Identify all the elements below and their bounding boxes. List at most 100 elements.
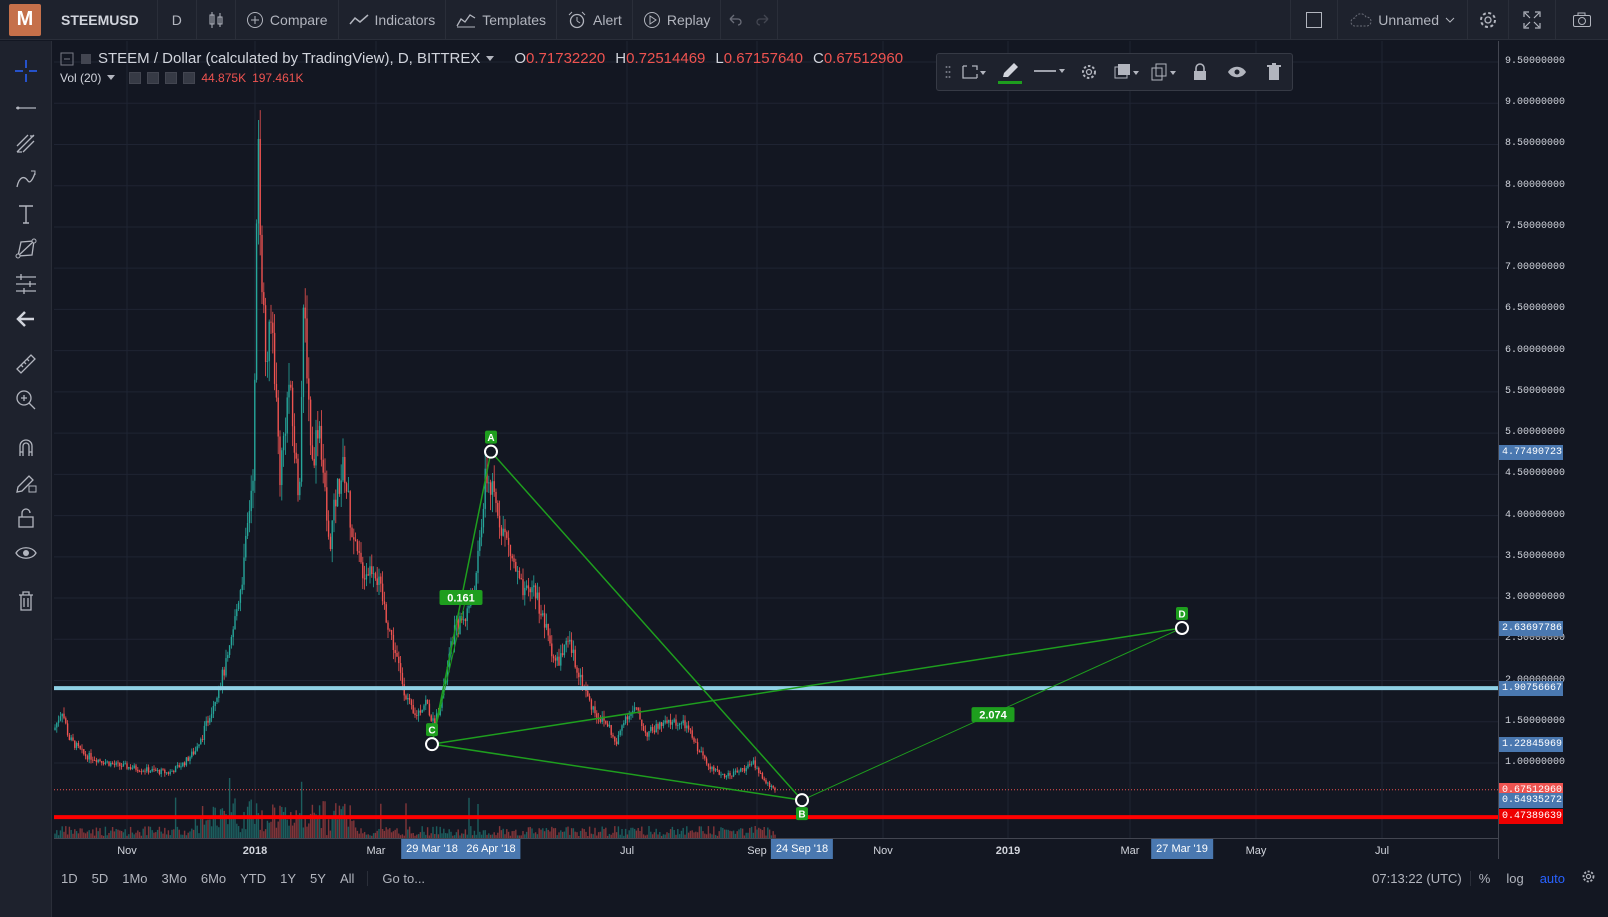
remove-drawings-tool[interactable] — [12, 587, 40, 615]
candle-body — [326, 487, 328, 521]
zoom-tool[interactable] — [12, 386, 40, 414]
chevron-down-icon[interactable] — [486, 55, 495, 62]
range-1y[interactable]: 1Y — [280, 870, 297, 886]
lock-drawings-tool[interactable] — [12, 469, 40, 497]
volume-bar — [597, 832, 600, 838]
snapshot-button[interactable] — [1556, 0, 1608, 40]
range-6mo[interactable]: 6Mo — [200, 870, 227, 886]
volume-bar — [281, 806, 283, 838]
hide-toolbar-tool[interactable] — [12, 305, 40, 333]
pattern-tool[interactable] — [12, 235, 40, 263]
candle-body — [65, 718, 67, 724]
candle-body — [236, 609, 238, 617]
range-3mo[interactable]: 3Mo — [161, 870, 187, 886]
delete-drawing-button[interactable] — [1255, 54, 1292, 90]
volume-bar — [308, 823, 310, 838]
line-color-button[interactable] — [991, 54, 1028, 90]
log-toggle[interactable]: log — [1506, 870, 1524, 886]
drawing-settings-button[interactable] — [1071, 54, 1108, 90]
candle-body — [648, 731, 650, 737]
drag-handle[interactable] — [941, 54, 955, 90]
volume-bar — [59, 830, 62, 838]
volume-bar — [570, 828, 573, 838]
axis-settings-button[interactable] — [1573, 869, 1608, 887]
legend-title[interactable]: STEEM / Dollar (calculated by TradingVie… — [98, 50, 481, 67]
volume-bar — [540, 829, 542, 838]
goto-button[interactable]: Go to... — [367, 870, 433, 886]
candle-body — [516, 570, 519, 572]
volume-bar — [651, 834, 654, 838]
candle-body — [745, 767, 747, 772]
brush-tool[interactable] — [12, 165, 40, 193]
volume-add-button[interactable] — [165, 72, 178, 84]
replay-button[interactable]: Replay — [633, 0, 722, 40]
compare-button[interactable]: Compare — [236, 0, 339, 40]
fib-tool[interactable] — [12, 130, 40, 158]
redo-button[interactable] — [749, 0, 779, 40]
volume-bar — [714, 834, 717, 838]
range-5d[interactable]: 5D — [91, 870, 109, 886]
range-ytd[interactable]: YTD — [240, 870, 267, 886]
lock-drawing-button[interactable] — [1181, 54, 1218, 90]
templates-button[interactable]: Templates — [446, 0, 558, 40]
percent-toggle[interactable]: % — [1469, 870, 1499, 886]
range-1mo[interactable]: 1Mo — [122, 870, 148, 886]
range-all[interactable]: All — [339, 870, 355, 886]
time-axis[interactable]: Nov 2018 Mar Jul Sep Nov 2019 Mar May Jul 29 Mar '… — [54, 838, 1498, 862]
trash-icon — [1266, 63, 1281, 80]
candle-body — [664, 720, 666, 723]
collapse-icon[interactable] — [60, 52, 74, 66]
select-layout-button[interactable] — [1290, 0, 1339, 40]
volume-settings-button[interactable] — [129, 72, 142, 84]
volume-bar — [660, 835, 663, 838]
layout-name-button[interactable]: Unnamed — [1338, 0, 1468, 40]
magnet-tool[interactable] — [12, 434, 40, 462]
utc-clock[interactable]: 07:13:22 (UTC) — [1372, 870, 1462, 886]
volume-format-button[interactable] — [147, 72, 160, 84]
price-chart[interactable]: 0.161 2.074 A B C D — [54, 41, 1498, 859]
crosshair-tool[interactable] — [12, 57, 40, 85]
trend-line-tool[interactable] — [12, 94, 40, 122]
fullscreen-button[interactable] — [1509, 0, 1556, 40]
templates-label: Templates — [482, 11, 547, 28]
chevron-down-icon[interactable] — [107, 75, 116, 81]
range-1d[interactable]: 1D — [61, 870, 78, 886]
profile-avatar[interactable]: M — [9, 3, 41, 36]
text-tool[interactable] — [12, 200, 40, 228]
symbol-search-button[interactable]: STEEMUSD — [49, 0, 158, 40]
undo-button[interactable] — [721, 0, 749, 40]
price-axis[interactable]: 9.50000000 9.00000000 8.50000000 8.00000000… — [1498, 41, 1565, 859]
hide-drawing-button[interactable] — [1218, 54, 1255, 90]
unlock-tool[interactable] — [12, 504, 40, 532]
prediction-tool[interactable] — [12, 270, 40, 298]
show-hide-tool[interactable] — [12, 539, 40, 567]
volume-bar — [390, 832, 393, 838]
candle-body — [185, 757, 188, 766]
candle-body — [507, 537, 510, 545]
volume-bar — [705, 834, 708, 838]
settings-button[interactable] — [1468, 0, 1509, 40]
template-button[interactable] — [955, 54, 992, 90]
ruler-tool[interactable] — [12, 350, 40, 378]
chart-pane[interactable]: 0.161 2.074 A B C D STEEM / Dollar (calculate… — [54, 41, 1498, 859]
volume-bar — [702, 831, 704, 838]
chart-style-button[interactable] — [197, 0, 236, 40]
alert-button[interactable]: Alert — [557, 0, 633, 40]
indicators-button[interactable]: Indicators — [339, 0, 447, 40]
visual-order-button[interactable] — [1108, 54, 1145, 90]
candle-body — [390, 629, 393, 635]
auto-scale-toggle[interactable]: auto — [1539, 870, 1565, 886]
interval-button[interactable]: D — [158, 0, 197, 40]
volume-name[interactable]: Vol (20) — [60, 71, 102, 85]
layout-name-label: Unnamed — [1378, 11, 1439, 28]
candle-body — [124, 763, 126, 765]
clone-button[interactable] — [1145, 54, 1182, 90]
volume-bar — [641, 826, 643, 838]
line-style-button[interactable] — [1028, 54, 1071, 90]
range-5y[interactable]: 5Y — [310, 870, 326, 886]
pattern-point-d — [1175, 620, 1189, 635]
volume-bar — [119, 830, 121, 838]
volume-bar — [437, 834, 440, 838]
price-label: 1.90756667 — [1499, 681, 1563, 697]
volume-remove-button[interactable] — [183, 72, 196, 84]
